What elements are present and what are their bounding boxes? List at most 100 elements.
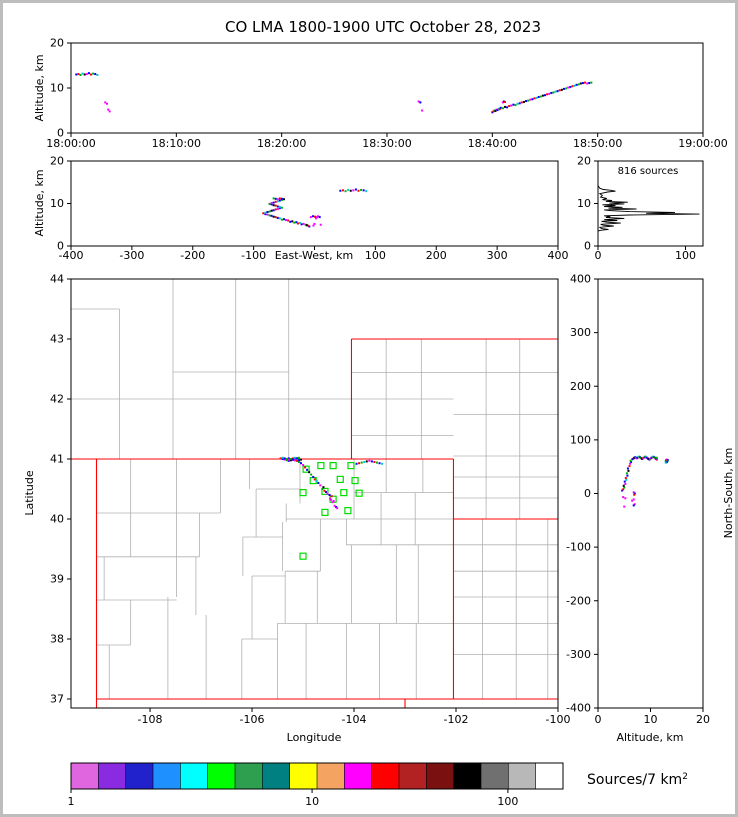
source-point-ew-panel xyxy=(293,221,296,224)
source-point-ns-panel xyxy=(632,504,635,507)
tick-label: 18:50:00 xyxy=(573,137,622,150)
source-point-time-panel xyxy=(510,104,513,107)
source-point-time-panel xyxy=(87,72,90,75)
source-point-ns-panel xyxy=(625,472,628,475)
source-point-plan-panel xyxy=(289,459,292,462)
source-point-ns-panel xyxy=(629,459,632,462)
tick-label: -100 xyxy=(241,249,266,262)
source-point-ew-panel xyxy=(266,213,269,216)
source-point-ns-panel xyxy=(627,469,630,472)
source-point-ew-panel xyxy=(272,201,275,204)
source-point-time-panel xyxy=(501,107,504,110)
source-point-time-panel xyxy=(419,101,422,104)
tick-label: -400 xyxy=(566,702,591,715)
source-point-plan-panel xyxy=(297,458,300,460)
source-point-time-panel xyxy=(531,98,534,101)
tick-label: 0 xyxy=(584,240,591,253)
source-point-plan-panel xyxy=(363,461,366,463)
source-point-ew-panel xyxy=(339,189,342,192)
source-point-ew-panel xyxy=(268,214,271,217)
tick-label: 20 xyxy=(50,37,64,50)
lma-figure: 1 10 100 18:00:00 18:10:00 18:20:00 18:30:00 1… xyxy=(23,18,735,808)
source-point-time-panel xyxy=(508,105,511,107)
source-point-ew-panel xyxy=(282,198,285,201)
lma-station-marker xyxy=(336,475,344,483)
source-point-ew-panel xyxy=(270,209,273,212)
source-point-time-panel xyxy=(94,73,97,76)
source-point-plan-panel xyxy=(315,480,318,483)
tick-label: -300 xyxy=(119,249,144,262)
source-point-time-panel xyxy=(537,96,540,98)
source-point-plan-panel xyxy=(365,460,368,463)
source-point-time-panel xyxy=(85,73,88,76)
tick-label: 0 xyxy=(595,249,602,262)
source-point-ew-panel xyxy=(308,225,311,228)
source-point-ns-panel xyxy=(664,461,667,464)
source-point-time-panel xyxy=(501,101,504,104)
source-point-plan-panel xyxy=(299,462,302,465)
tick-label: 20 xyxy=(577,155,591,168)
colorbar-layer: 1 10 100 xyxy=(68,762,564,808)
source-point-ns-panel xyxy=(641,457,644,460)
panel-frame xyxy=(597,278,704,709)
tick-label: 44 xyxy=(50,273,64,286)
colorbar-cell xyxy=(371,763,399,789)
source-point-ew-panel xyxy=(270,214,273,217)
source-point-plan-panel xyxy=(281,456,284,459)
tick-label: -100 xyxy=(546,713,571,726)
lma-station-marker xyxy=(340,489,348,497)
source-point-ew-panel xyxy=(360,188,363,191)
source-point-ns-panel xyxy=(624,482,627,485)
lma-station-marker xyxy=(321,508,329,516)
source-point-time-panel xyxy=(544,94,546,97)
source-point-time-panel xyxy=(552,91,555,94)
source-point-time-panel xyxy=(588,82,591,85)
source-point-plan-panel xyxy=(319,484,322,487)
source-point-plan-panel xyxy=(323,489,326,492)
ns-panel-xlabel: Altitude, km xyxy=(616,731,683,744)
source-point-time-panel xyxy=(571,85,574,88)
source-point-time-panel xyxy=(569,86,572,89)
tick-label: 100 xyxy=(675,249,696,262)
source-point-ns-panel xyxy=(623,486,626,489)
source-point-ns-panel xyxy=(626,474,629,477)
tick-label: -400 xyxy=(59,249,84,262)
source-point-plan-panel xyxy=(310,473,313,476)
source-point-ew-panel xyxy=(318,216,321,219)
source-point-plan-panel xyxy=(368,459,371,462)
source-point-time-panel xyxy=(584,81,587,84)
source-point-time-panel xyxy=(92,72,95,75)
source-point-time-panel xyxy=(573,84,576,87)
ew-panel-xlabel: East-West, km xyxy=(275,249,353,262)
source-point-time-panel xyxy=(75,73,78,76)
source-point-ns-panel xyxy=(632,491,635,494)
source-point-ew-panel xyxy=(276,208,279,211)
tick-label: 200 xyxy=(570,380,591,393)
source-point-ew-panel xyxy=(344,190,347,193)
source-point-plan-panel xyxy=(279,457,282,460)
source-point-ns-panel xyxy=(621,489,624,492)
tick-label: 0 xyxy=(57,127,64,140)
tick-label: 100 xyxy=(365,249,386,262)
source-point-ns-panel xyxy=(622,488,625,491)
source-point-ew-panel xyxy=(276,205,279,208)
lma-station-marker xyxy=(329,462,337,470)
lma-station-marker xyxy=(302,465,310,473)
tick-label: 18:00:00 xyxy=(46,137,95,150)
tick-label: 0 xyxy=(584,487,591,500)
source-point-ew-panel xyxy=(285,219,288,222)
source-point-ew-panel xyxy=(280,218,283,221)
source-point-plan-panel xyxy=(306,468,309,471)
source-point-time-panel xyxy=(541,94,544,97)
source-point-ew-panel xyxy=(266,211,269,213)
tick-label: 39 xyxy=(50,573,64,586)
source-point-time-panel xyxy=(506,106,509,109)
source-point-ew-panel xyxy=(274,208,277,211)
source-point-ew-panel xyxy=(280,197,283,200)
source-point-time-panel xyxy=(525,100,528,103)
source-point-ew-panel xyxy=(278,205,281,208)
source-point-ns-panel xyxy=(655,458,658,461)
source-point-plan-panel xyxy=(289,458,292,460)
colorbar-cell xyxy=(153,763,181,789)
